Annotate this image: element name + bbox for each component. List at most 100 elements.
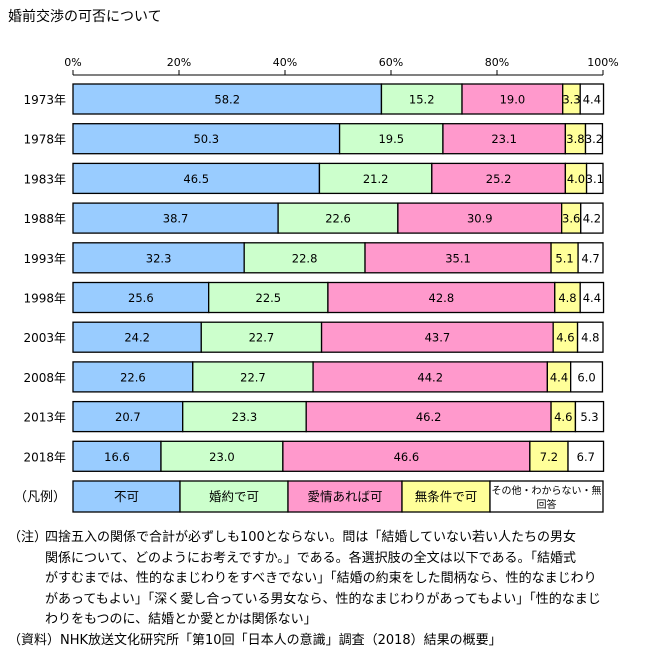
legend-entry: 愛情あれば可	[307, 489, 382, 504]
bar-segment	[192, 361, 314, 393]
bar-segment	[72, 440, 162, 472]
data-label: 3.3	[562, 93, 580, 107]
data-label: 44.2	[417, 370, 443, 384]
data-label: 23.1	[491, 132, 517, 146]
data-label: 22.6	[120, 370, 146, 384]
data-label: 4.7	[581, 251, 599, 265]
bar-segment	[567, 440, 605, 472]
data-label: 4.0	[567, 172, 585, 186]
data-label: 50.3	[193, 132, 219, 146]
category-label: 1983年	[23, 172, 66, 186]
data-label: 24.2	[124, 331, 150, 345]
x-tick-label: 80%	[485, 56, 509, 69]
bar-segment	[576, 321, 604, 353]
category-label: 1973年	[23, 93, 66, 107]
chart-title: 婚前交渉の可否について	[8, 9, 162, 25]
data-label: 46.5	[183, 172, 209, 186]
data-label: 46.2	[416, 410, 442, 424]
x-tick-label: 0%	[64, 56, 81, 69]
legend-entry: 回答	[537, 498, 557, 511]
legend-entry: 婚約で可	[209, 489, 259, 504]
data-label: 4.4	[583, 93, 601, 107]
stacked-bar-chart: 0% 20% 40% 60% 80% 100%1973年 58.2 15.2 19.0 3.3 4.…	[14, 56, 619, 513]
bar-segment	[243, 242, 366, 274]
notes-label: （注）	[8, 530, 48, 545]
data-label: 4.2	[583, 212, 601, 226]
bar-segment	[72, 361, 194, 393]
data-label: 16.6	[104, 450, 130, 464]
bar-segment	[529, 440, 569, 472]
data-label: 3.1	[586, 172, 604, 186]
category-label: 2003年	[23, 331, 66, 345]
category-label: 1993年	[23, 252, 66, 266]
notes: （注） 四捨五入の関係で合計が必ずしも100とならない。問は「結婚していない若い…	[8, 528, 648, 631]
data-label: 4.8	[581, 331, 599, 345]
legend-swatch	[287, 480, 403, 513]
category-label: 2018年	[23, 450, 66, 464]
bar-segment	[579, 281, 605, 314]
bar-segment	[160, 440, 284, 472]
data-label: 3.6	[562, 212, 580, 226]
data-label: 7.2	[540, 450, 558, 464]
bar-segment	[318, 162, 433, 195]
data-label: 46.6	[394, 450, 420, 464]
bar-segment	[579, 83, 605, 115]
x-tick-label: 20%	[167, 56, 191, 69]
data-label: 35.1	[445, 251, 471, 265]
data-label: 5.3	[580, 410, 598, 424]
bar-segment	[312, 361, 548, 393]
category-label: 2008年	[23, 371, 66, 385]
data-label: 4.6	[554, 410, 572, 424]
legend-swatch	[179, 480, 289, 513]
data-label: 22.6	[325, 212, 351, 226]
legend-label: （凡例）	[14, 490, 66, 505]
data-label: 21.2	[363, 172, 389, 186]
category-label: 2013年	[23, 411, 66, 425]
data-label: 38.7	[163, 212, 189, 226]
data-label: 4.4	[550, 370, 568, 384]
x-tick-label: 60%	[379, 56, 403, 69]
bar-segment	[338, 123, 444, 155]
data-label: 4.8	[558, 291, 576, 305]
data-label: 4.4	[583, 291, 601, 305]
bar-segment	[574, 400, 605, 433]
bar-segment	[72, 202, 279, 234]
data-label: 22.5	[256, 291, 282, 305]
data-label: 19.0	[500, 93, 526, 107]
bar-segment	[461, 83, 564, 115]
note-line: があってもよい」「深く愛し合っている男女なら、性的なまじわりがあってもよい」「性…	[45, 591, 601, 607]
x-tick-label: 40%	[273, 56, 297, 69]
bar-segment	[554, 281, 581, 314]
x-tick-label: 100%	[587, 56, 618, 69]
bar-segment	[72, 83, 383, 115]
data-label: 23.3	[232, 410, 258, 424]
bar-segment	[305, 400, 552, 433]
category-label: 1978年	[23, 133, 66, 147]
bar-segment	[72, 281, 210, 314]
bar-segment	[327, 281, 556, 314]
bar-segment	[72, 123, 341, 155]
bar-segment	[442, 123, 567, 155]
data-label: 30.9	[467, 212, 493, 226]
bar-segment	[570, 361, 604, 393]
data-label: 58.2	[214, 93, 240, 107]
note-line: わりをもつのに、結婚とか愛とかは関係ない」	[45, 612, 317, 627]
bar-segment	[72, 162, 321, 195]
bar-segment	[364, 242, 552, 274]
bar-segment	[585, 162, 604, 195]
bar-segment	[431, 162, 567, 195]
bar-segment	[584, 123, 604, 155]
data-label: 22.7	[249, 331, 275, 345]
source-note: （資料）NHK放送文化研究所「第10回「日本人の意識」調査（2018）結果の概要…	[8, 633, 502, 648]
data-label: 22.7	[240, 370, 266, 384]
bar-segment	[72, 321, 202, 353]
data-label: 4.6	[556, 331, 574, 345]
bar-segment	[72, 242, 245, 274]
bar-segment	[72, 400, 184, 433]
bar-segment	[397, 202, 563, 234]
legend-swatch	[489, 480, 604, 513]
data-label: 22.8	[292, 251, 318, 265]
data-label: 25.6	[128, 291, 154, 305]
bar-segment	[577, 242, 604, 274]
data-label: 6.0	[577, 370, 595, 384]
